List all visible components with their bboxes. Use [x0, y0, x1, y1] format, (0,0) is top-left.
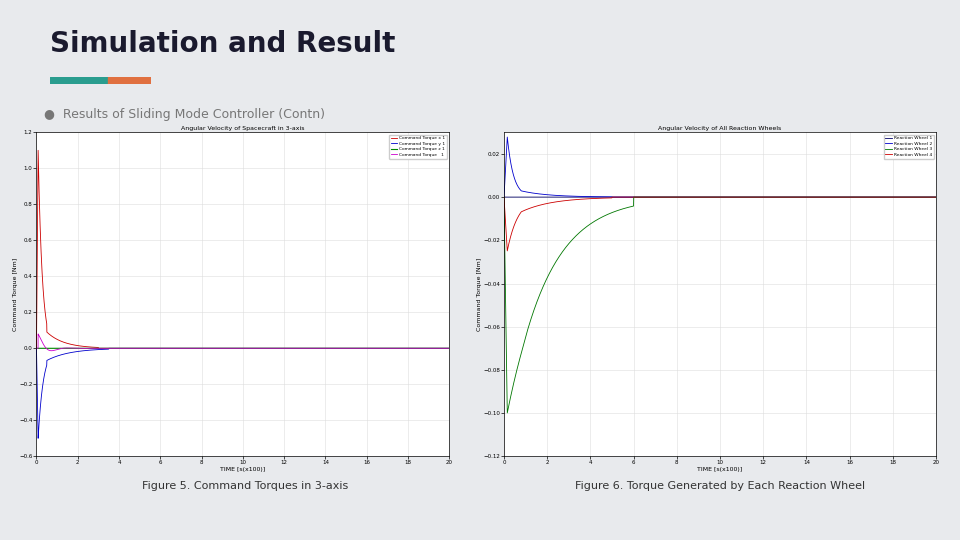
Command Torque z 1: [300, 345, 311, 352]
Reaction Wheel 2: [501, 134, 513, 140]
Command Torque z 1: [31, 345, 42, 352]
Command Torque   1: [371, 345, 382, 352]
Title: Angular Velocity of All Reaction Wheels: Angular Velocity of All Reaction Wheels: [659, 125, 781, 131]
Reaction Wheel 2: [498, 194, 510, 200]
Command Torque   1: [31, 345, 42, 352]
Reaction Wheel 4: [780, 194, 791, 200]
Reaction Wheel 2: [853, 194, 865, 200]
Command Torque x 1: [278, 345, 290, 352]
Command Torque   1: [46, 348, 58, 354]
Reaction Wheel 4: [821, 194, 832, 200]
Command Torque y 1: [31, 345, 42, 352]
Line: Reaction Wheel 3: Reaction Wheel 3: [504, 197, 936, 413]
Text: Figure 5. Command Torques in 3-axis: Figure 5. Command Torques in 3-axis: [142, 481, 348, 491]
Command Torque   1: [188, 345, 200, 352]
Text: Figure 6. Torque Generated by Each Reaction Wheel: Figure 6. Torque Generated by Each React…: [575, 481, 865, 491]
Reaction Wheel 4: [663, 194, 675, 200]
Reaction Wheel 3: [663, 194, 675, 200]
Reaction Wheel 1: [757, 194, 769, 200]
Reaction Wheel 2: [663, 194, 675, 200]
Text: Simulation and Result: Simulation and Result: [50, 30, 396, 58]
Reaction Wheel 1: [780, 194, 791, 200]
Reaction Wheel 1: [853, 194, 865, 200]
Reaction Wheel 4: [577, 196, 588, 202]
Command Torque x 1: [106, 345, 117, 352]
Command Torque   1: [444, 345, 455, 352]
Command Torque x 1: [300, 345, 311, 352]
Reaction Wheel 3: [757, 194, 769, 200]
Command Torque y 1: [300, 345, 311, 352]
Reaction Wheel 1: [821, 194, 832, 200]
Line: Command Torque x 1: Command Torque x 1: [36, 150, 449, 348]
Reaction Wheel 1: [498, 194, 510, 200]
Command Torque x 1: [33, 147, 44, 153]
Command Torque y 1: [278, 345, 290, 352]
Reaction Wheel 2: [757, 194, 769, 200]
Command Torque x 1: [339, 345, 350, 352]
Command Torque   1: [33, 330, 44, 337]
Y-axis label: Command Torque [Nm]: Command Torque [Nm]: [476, 258, 482, 331]
Command Torque y 1: [188, 345, 200, 352]
Command Torque z 1: [339, 345, 350, 352]
Reaction Wheel 2: [821, 194, 832, 200]
Command Torque   1: [278, 345, 290, 352]
Command Torque x 1: [444, 345, 455, 352]
Legend: Command Torque x 1, Command Torque y 1, Command Torque z 1, Command Torque   1: Command Torque x 1, Command Torque y 1, …: [389, 134, 447, 159]
Reaction Wheel 2: [930, 194, 942, 200]
Title: Angular Velocity of Spacecraft in 3-axis: Angular Velocity of Spacecraft in 3-axis: [181, 125, 304, 131]
Reaction Wheel 2: [577, 193, 588, 200]
Legend: Reaction Wheel 1, Reaction Wheel 2, Reaction Wheel 3, Reaction Wheel 4: Reaction Wheel 1, Reaction Wheel 2, Reac…: [883, 134, 934, 159]
Command Torque z 1: [106, 345, 117, 352]
Command Torque z 1: [444, 345, 455, 352]
Reaction Wheel 4: [930, 194, 942, 200]
Command Torque   1: [300, 345, 311, 352]
Line: Reaction Wheel 2: Reaction Wheel 2: [504, 137, 936, 197]
Line: Command Torque   1: Command Torque 1: [36, 334, 449, 351]
Reaction Wheel 4: [498, 194, 510, 200]
Line: Command Torque y 1: Command Torque y 1: [36, 348, 449, 438]
Command Torque y 1: [106, 345, 117, 352]
X-axis label: TIME [s(x100)]: TIME [s(x100)]: [697, 467, 743, 472]
Reaction Wheel 3: [780, 194, 791, 200]
Command Torque z 1: [278, 345, 290, 352]
Reaction Wheel 2: [780, 194, 791, 200]
Command Torque x 1: [188, 345, 200, 352]
Text: ●  Results of Sliding Mode Controller (Contn): ● Results of Sliding Mode Controller (Co…: [44, 108, 325, 121]
Command Torque y 1: [444, 345, 455, 352]
Command Torque y 1: [33, 435, 44, 442]
Y-axis label: Command Torque [Nm]: Command Torque [Nm]: [12, 258, 17, 331]
Bar: [108, 77, 151, 84]
Command Torque x 1: [31, 345, 42, 352]
Reaction Wheel 3: [821, 194, 832, 200]
Command Torque x 1: [371, 345, 382, 352]
Reaction Wheel 1: [577, 194, 588, 200]
Command Torque y 1: [371, 345, 382, 352]
Reaction Wheel 3: [498, 194, 510, 200]
Command Torque   1: [106, 345, 117, 352]
Reaction Wheel 3: [577, 227, 588, 233]
Command Torque y 1: [339, 345, 350, 352]
X-axis label: TIME [s(x100)]: TIME [s(x100)]: [220, 467, 266, 472]
Command Torque   1: [339, 345, 350, 352]
Reaction Wheel 4: [501, 248, 513, 254]
Reaction Wheel 1: [663, 194, 675, 200]
Reaction Wheel 3: [501, 410, 513, 416]
Line: Reaction Wheel 4: Reaction Wheel 4: [504, 197, 936, 251]
Command Torque z 1: [371, 345, 382, 352]
Bar: [50, 77, 108, 84]
Command Torque z 1: [188, 345, 200, 352]
Reaction Wheel 4: [853, 194, 865, 200]
Reaction Wheel 4: [757, 194, 769, 200]
Reaction Wheel 1: [930, 194, 942, 200]
Reaction Wheel 3: [853, 194, 865, 200]
Reaction Wheel 3: [930, 194, 942, 200]
